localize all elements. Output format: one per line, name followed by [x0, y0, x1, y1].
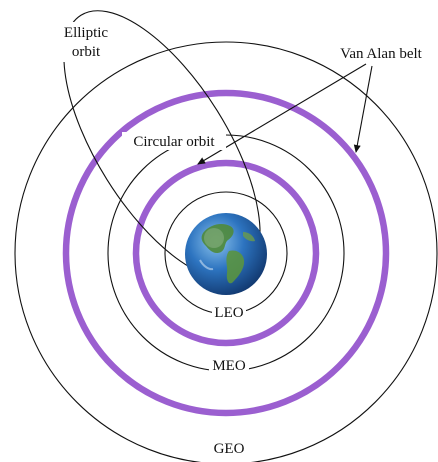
meo-label: MEO [212, 358, 246, 374]
van-alan-belt-outer [62, 89, 390, 417]
leo-label: LEO [214, 305, 243, 321]
earth-globe-icon [185, 213, 267, 295]
elliptic-orbit-label-line2: orbit [72, 44, 101, 60]
geo-orbit-ring [14, 41, 438, 462]
van-alan-belt-arrow-outer [353, 65, 373, 153]
geo-label: GEO [214, 441, 245, 457]
van-alan-belt-label: Van Alan belt [340, 46, 422, 62]
circular-orbit-label: Circular orbit [133, 134, 215, 150]
van-alan-belt-inner [132, 159, 320, 347]
elliptic-orbit-label-line1: Elliptic [64, 25, 109, 41]
